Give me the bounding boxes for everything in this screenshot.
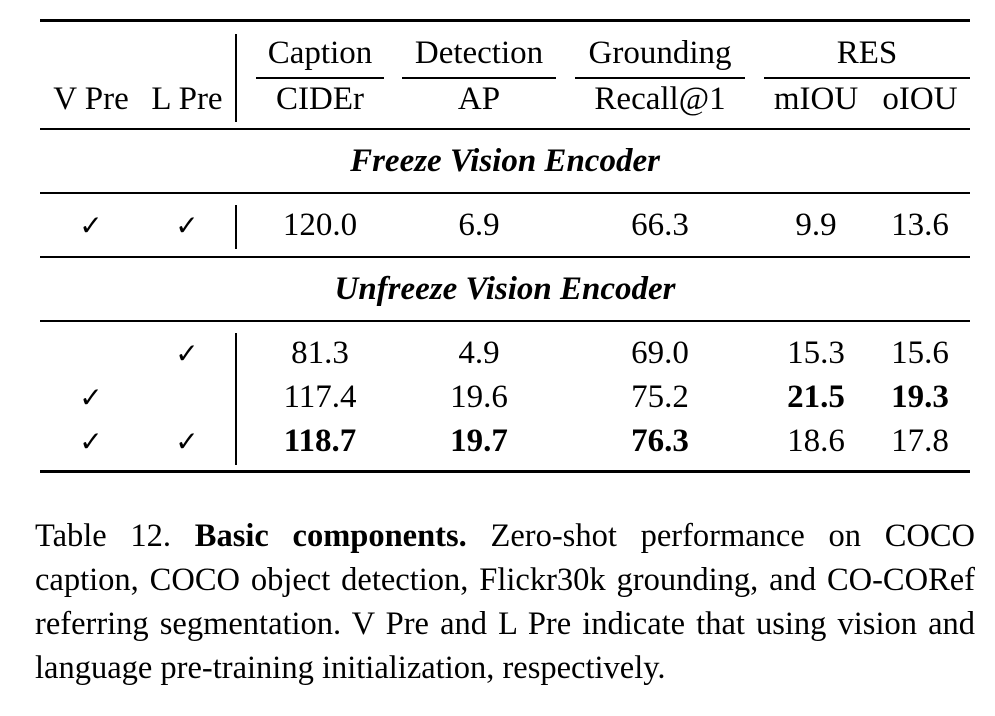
col-header-cider: CIDEr (276, 81, 364, 117)
row0-recall: 66.3 (631, 207, 689, 243)
row2-oiou-best: 19.3 (891, 379, 949, 415)
col-header-v-pre: V Pre (53, 81, 129, 117)
row1-miou: 15.3 (787, 335, 845, 371)
row0-oiou: 13.6 (891, 207, 949, 243)
row1-ap: 4.9 (458, 335, 500, 371)
row0-cider: 120.0 (282, 207, 358, 243)
unfreeze-vertical-separator (235, 333, 237, 465)
col-header-miou: mIOU (773, 81, 859, 117)
row0-miou: 9.9 (795, 207, 837, 243)
caption-body: Zero-shot performance on COCO caption, C… (35, 518, 975, 686)
section-title-unfreeze: Unfreeze Vision Encoder (334, 271, 676, 307)
row3-oiou: 17.8 (891, 423, 949, 459)
col-header-l-pre: L Pre (151, 81, 223, 117)
row3-cider-best: 118.7 (283, 423, 357, 459)
detection-group-underline (402, 77, 556, 79)
row2-miou-best: 21.5 (787, 379, 845, 415)
header-bottom-rule (40, 128, 970, 130)
row0-l-pre-check: ✓ (175, 209, 199, 242)
row3-miou: 18.6 (787, 423, 845, 459)
unfreeze-section-rule (40, 320, 970, 322)
freeze-vertical-separator (235, 205, 237, 249)
freeze-section-rule (40, 192, 970, 194)
group-header-grounding: Grounding (588, 35, 732, 71)
row2-ap: 19.6 (450, 379, 508, 415)
col-header-recall: Recall@1 (594, 81, 726, 117)
row3-v-pre-check: ✓ (79, 425, 103, 458)
row0-ap: 6.9 (458, 207, 500, 243)
group-header-res: RES (836, 35, 898, 71)
row1-recall: 69.0 (631, 335, 689, 371)
group-header-detection: Detection (414, 35, 544, 71)
caption-group-underline (256, 77, 384, 79)
table-caption: Table 12. Basic components. Zero-shot pe… (35, 514, 975, 690)
row3-recall-best: 76.3 (631, 423, 689, 459)
row1-oiou: 15.6 (891, 335, 949, 371)
table-bottom-rule (40, 470, 970, 473)
group-header-caption: Caption (267, 35, 373, 71)
row2-cider: 117.4 (283, 379, 357, 415)
col-header-ap: AP (457, 81, 501, 117)
col-header-oiou: oIOU (882, 81, 958, 117)
res-group-underline (764, 77, 970, 79)
section-title-freeze: Freeze Vision Encoder (350, 143, 660, 179)
caption-label: Table 12. (35, 518, 172, 554)
freeze-rows-bottom-rule (40, 256, 970, 258)
table-top-rule (40, 19, 970, 22)
caption-title: Basic components. (194, 518, 467, 554)
row3-l-pre-check: ✓ (175, 425, 199, 458)
row1-cider: 81.3 (291, 335, 349, 371)
row3-ap-best: 19.7 (450, 423, 508, 459)
header-vertical-separator (235, 34, 237, 122)
grounding-group-underline (575, 77, 745, 79)
row2-v-pre-check: ✓ (79, 381, 103, 414)
row2-recall: 75.2 (631, 379, 689, 415)
row0-v-pre-check: ✓ (79, 209, 103, 242)
row1-l-pre-check: ✓ (175, 337, 199, 370)
